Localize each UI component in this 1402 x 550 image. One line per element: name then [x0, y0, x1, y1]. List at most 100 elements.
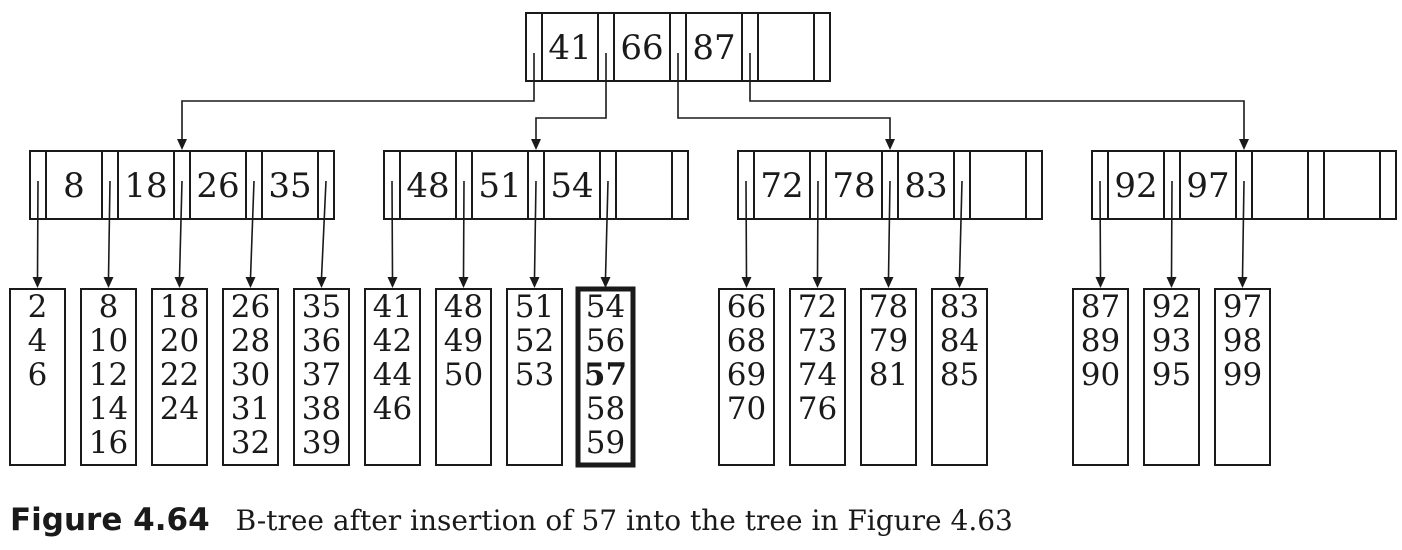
arrow-head: [883, 277, 894, 288]
internal-child-link: [1241, 180, 1245, 279]
leaf-value: 57: [584, 357, 627, 393]
internal-child-link: [533, 180, 537, 279]
leaf-value: 35: [302, 289, 341, 325]
root-pointer-cell: [813, 12, 831, 82]
internal-node-2-pointer-cell: [671, 150, 689, 220]
leaf-value: 66: [727, 289, 766, 325]
leaf-value: 28: [231, 323, 270, 359]
leaf-value: 58: [586, 391, 625, 427]
leaf-value: 59: [586, 425, 625, 461]
internal-node-1-key: 35: [268, 166, 311, 206]
leaf-value: 56: [586, 323, 625, 359]
internal-child-link: [391, 180, 394, 279]
leaf-node: [860, 288, 917, 466]
leaf-value: 10: [89, 323, 128, 359]
leaf-node-highlighted: [575, 286, 636, 468]
leaf-value: 37: [302, 357, 341, 393]
root-key: 41: [548, 28, 591, 68]
arrow-head: [1237, 277, 1248, 288]
leaf-value: 16: [89, 425, 128, 461]
root-child-link: [535, 53, 607, 141]
leaf-value: 95: [1152, 357, 1191, 393]
leaf-value: 50: [444, 357, 483, 393]
internal-child-link: [816, 180, 819, 279]
internal-node-3-pointer-cell: [1025, 150, 1043, 220]
leaf-value: 38: [302, 391, 341, 427]
leaf-value: 52: [515, 323, 554, 359]
internal-node-1-pointer-cell: [317, 150, 335, 220]
leaf-value: 98: [1223, 323, 1262, 359]
arrow-head: [103, 277, 114, 288]
arrow-head: [177, 139, 187, 150]
leaf-value: 76: [798, 391, 837, 427]
internal-node-2-key-cell: [615, 150, 673, 220]
leaf-value: 44: [373, 357, 412, 393]
leaf-value: 4: [28, 323, 48, 359]
leaf-value: 54: [586, 289, 625, 325]
leaf-value: 48: [444, 289, 483, 325]
arrow-head: [531, 139, 541, 150]
internal-node-2-key: 48: [406, 166, 449, 206]
internal-child-link: [1170, 180, 1173, 279]
internal-child-link: [1099, 180, 1102, 279]
arrow-head: [1239, 139, 1249, 150]
leaf-node: [1143, 288, 1200, 466]
figure-caption-text: B-tree after insertion of 57 into the tr…: [235, 504, 1013, 537]
leaf-value: 30: [231, 357, 270, 393]
leaf-value: 20: [160, 323, 199, 359]
internal-node-4-key: 97: [1186, 166, 1229, 206]
leaf-node: [506, 288, 563, 466]
arrow-head: [741, 277, 752, 288]
internal-child-link: [958, 180, 963, 279]
leaf-node: [1214, 288, 1271, 466]
leaf-value: 51: [515, 289, 554, 325]
leaf-value: 92: [1152, 289, 1191, 325]
leaf-value: 2: [28, 289, 48, 325]
leaf-value: 85: [940, 357, 979, 393]
internal-node-1-key: 26: [196, 166, 239, 206]
arrow-head: [529, 277, 540, 288]
internal-node-2-key: 51: [478, 166, 521, 206]
leaf-value: 97: [1223, 289, 1262, 325]
internal-child-link: [178, 180, 183, 279]
root-key: 87: [692, 28, 735, 68]
leaf-value: 31: [231, 391, 270, 427]
arrow-head: [458, 277, 469, 288]
leaf-value: 73: [798, 323, 837, 359]
internal-child-link: [745, 180, 748, 279]
root-child-link: [677, 53, 891, 141]
figure-number: Figure 4.64: [10, 502, 210, 538]
leaf-value: 42: [373, 323, 412, 359]
internal-node-3-key: 72: [760, 166, 803, 206]
arrow-head: [387, 277, 398, 288]
leaf-value: 39: [302, 425, 341, 461]
leaf-value: 72: [798, 289, 837, 325]
leaf-value: 18: [160, 289, 199, 325]
internal-child-link: [887, 180, 891, 279]
root-key: 66: [620, 28, 663, 68]
root-child-link: [749, 53, 1245, 141]
arrow-head: [32, 277, 43, 288]
leaf-node: [931, 288, 988, 466]
leaf-value: 24: [160, 391, 199, 427]
leaf-value: 36: [302, 323, 341, 359]
leaf-value: 69: [727, 357, 766, 393]
arrow-head: [954, 277, 965, 288]
leaf-value: 83: [940, 289, 979, 325]
figure-caption: Figure 4.64 B-tree after insertion of 57…: [10, 502, 1013, 538]
arrow-head: [600, 277, 611, 288]
leaf-value: 79: [869, 323, 908, 359]
leaf-node: [80, 288, 137, 466]
internal-node-4-pointer-cell: [1379, 150, 1397, 220]
arrow-head: [1166, 277, 1177, 288]
internal-node-4-pointer-cell: [1307, 150, 1325, 220]
internal-node-3-key: 83: [904, 166, 947, 206]
leaf-value: 93: [1152, 323, 1191, 359]
leaf-value: 74: [798, 357, 837, 393]
leaf-value: 89: [1081, 323, 1120, 359]
leaf-value: 32: [231, 425, 270, 461]
root-child-link: [181, 53, 535, 141]
leaf-value: 53: [515, 357, 554, 393]
leaf-value: 14: [89, 391, 128, 427]
